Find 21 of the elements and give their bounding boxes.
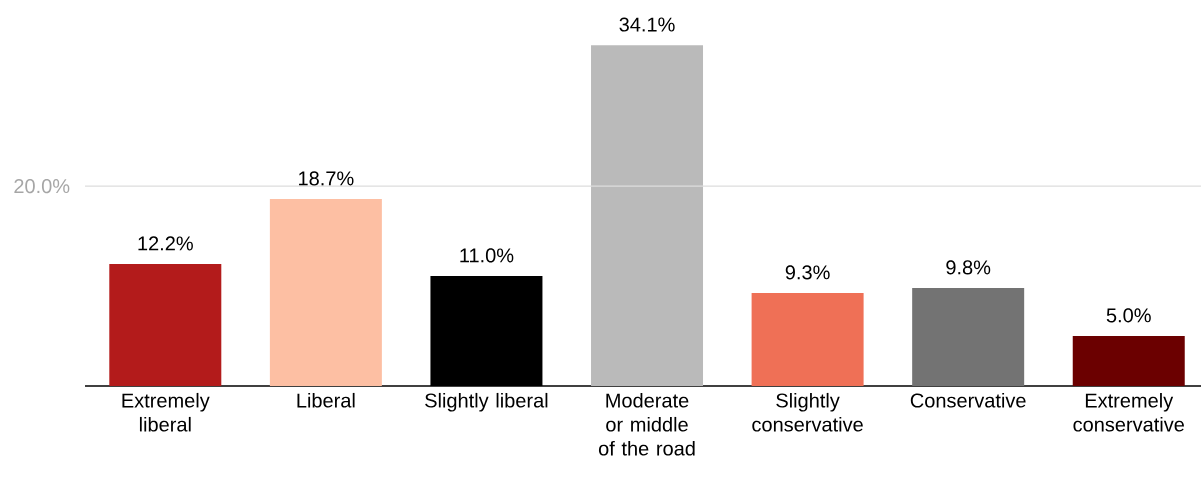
ref-line-label: 20.0% [14, 179, 70, 194]
bar [269, 199, 382, 386]
bar [109, 264, 222, 386]
bar [912, 288, 1025, 386]
data-label: 18.7% [299, 171, 354, 186]
x-tick-label: Extremely conservative [1073, 392, 1184, 432]
x-tick-label: Moderate or middle of the road [598, 392, 695, 456]
x-tick-label: Slightly liberal [425, 392, 548, 412]
bar [591, 45, 704, 386]
data-label: 12.2% [138, 236, 193, 251]
x-tick-label: Slightly conservative [752, 392, 863, 432]
data-label: 9.8% [946, 260, 991, 275]
x-tick-label: Extremely liberal [122, 392, 210, 432]
bar [1072, 336, 1185, 386]
x-tick-label: Conservative [910, 392, 1026, 408]
data-label: 9.3% [785, 265, 830, 280]
bar [751, 293, 864, 386]
data-label: 34.1% [619, 17, 675, 32]
data-label: 5.0% [1106, 308, 1151, 323]
data-label: 11.0% [460, 248, 514, 263]
x-tick-label: Liberal [297, 392, 355, 408]
